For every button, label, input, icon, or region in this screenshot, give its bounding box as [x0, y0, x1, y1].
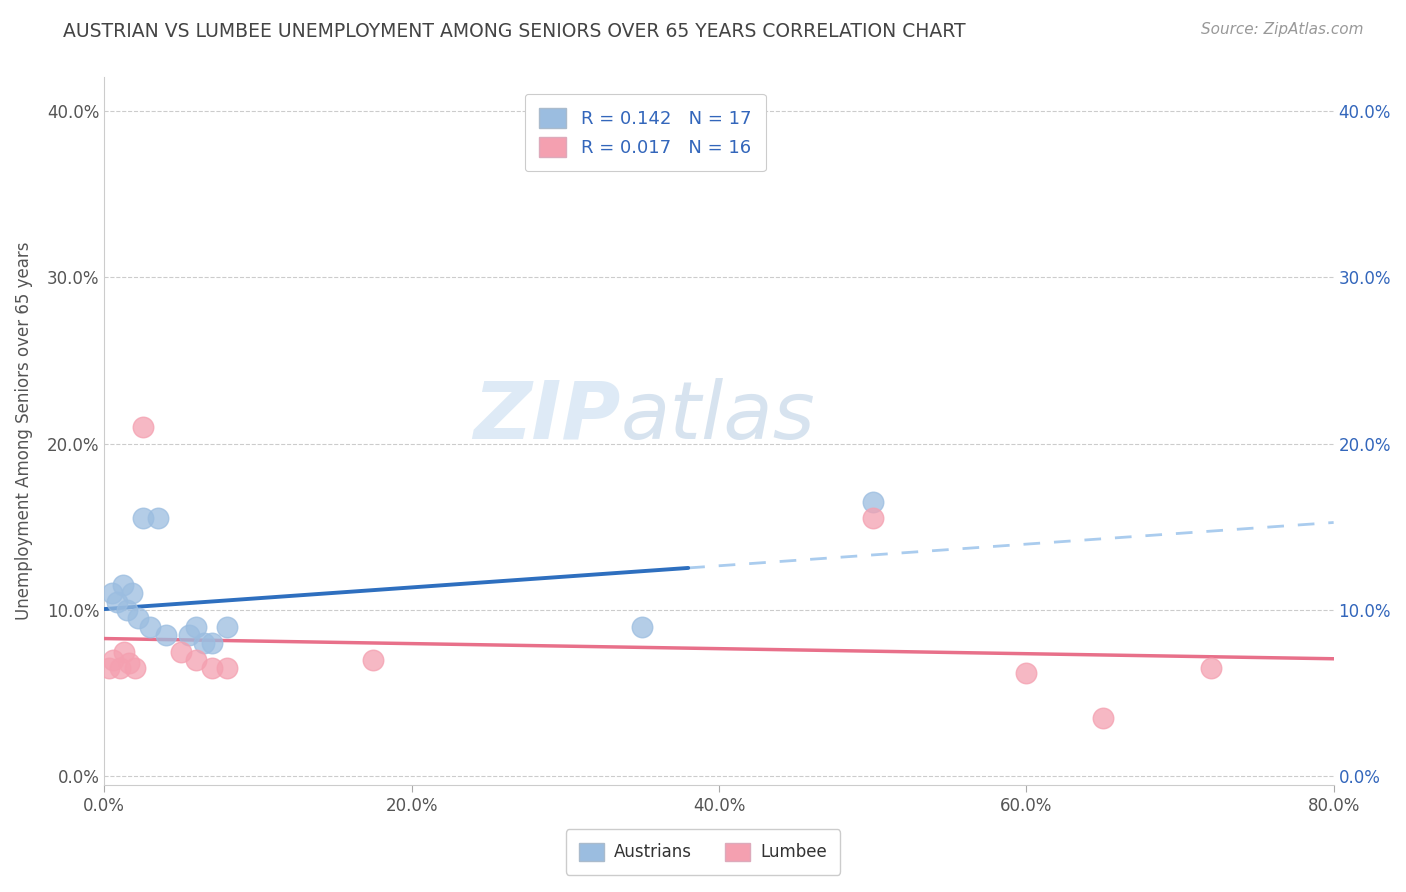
- Point: [139, 620, 162, 634]
- Legend: Austrians, Lumbee: Austrians, Lumbee: [565, 830, 841, 875]
- Point: [117, 603, 139, 617]
- Point: [201, 636, 224, 650]
- Point: [146, 511, 169, 525]
- Text: Source: ZipAtlas.com: Source: ZipAtlas.com: [1201, 22, 1364, 37]
- Point: [103, 653, 125, 667]
- Point: [112, 645, 135, 659]
- Point: [155, 628, 177, 642]
- Point: [97, 661, 120, 675]
- Point: [108, 661, 131, 675]
- Point: [361, 653, 384, 667]
- Point: [131, 511, 153, 525]
- Point: [186, 653, 208, 667]
- Point: [862, 495, 884, 509]
- Point: [121, 586, 143, 600]
- Point: [111, 578, 134, 592]
- Point: [862, 511, 884, 525]
- Point: [127, 611, 149, 625]
- Point: [124, 661, 146, 675]
- Point: [1092, 711, 1115, 725]
- Point: [105, 595, 128, 609]
- Point: [118, 657, 141, 671]
- Text: atlas: atlas: [620, 378, 815, 456]
- Point: [1015, 666, 1038, 681]
- Legend: R = 0.142   N = 17, R = 0.017   N = 16: R = 0.142 N = 17, R = 0.017 N = 16: [524, 94, 766, 171]
- Point: [201, 661, 224, 675]
- Point: [170, 645, 193, 659]
- Text: ZIP: ZIP: [474, 378, 620, 456]
- Point: [217, 620, 239, 634]
- Y-axis label: Unemployment Among Seniors over 65 years: Unemployment Among Seniors over 65 years: [15, 242, 32, 620]
- Point: [131, 420, 153, 434]
- Point: [1199, 661, 1222, 675]
- Point: [217, 661, 239, 675]
- Point: [177, 628, 200, 642]
- Point: [631, 620, 654, 634]
- Point: [186, 620, 208, 634]
- Point: [193, 636, 215, 650]
- Text: AUSTRIAN VS LUMBEE UNEMPLOYMENT AMONG SENIORS OVER 65 YEARS CORRELATION CHART: AUSTRIAN VS LUMBEE UNEMPLOYMENT AMONG SE…: [63, 22, 966, 41]
- Point: [101, 586, 124, 600]
